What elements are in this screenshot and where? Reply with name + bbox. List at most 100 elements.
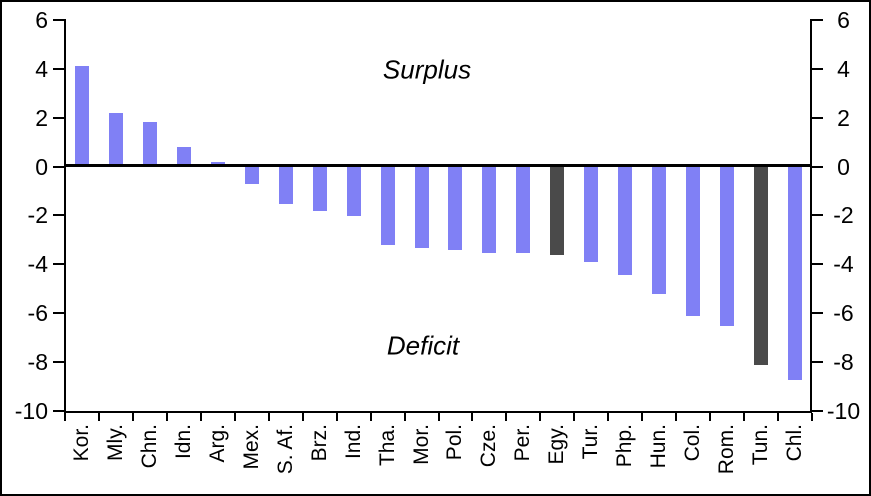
- x-axis-label-saf: S. Af.: [274, 424, 297, 475]
- x-axis-tick: [438, 413, 440, 421]
- x-axis-tick: [166, 413, 168, 421]
- y-axis-tick-right: [812, 312, 823, 314]
- x-axis-label-tur: Tur.: [579, 424, 602, 460]
- x-axis-tick: [471, 413, 473, 421]
- x-axis-label-arg: Arg.: [206, 424, 229, 463]
- y-axis-label-right: -10: [826, 398, 861, 424]
- x-axis-tick: [641, 413, 643, 421]
- bar-mex: [245, 167, 259, 184]
- bar-mor: [415, 167, 429, 248]
- x-axis-tick: [302, 413, 304, 421]
- y-axis-label-left: -2: [27, 202, 48, 228]
- y-axis-tick-right: [812, 68, 823, 70]
- y-axis-label-right: -4: [833, 251, 854, 277]
- y-axis-label-left: -10: [14, 398, 48, 424]
- y-axis-tick-left: [53, 68, 64, 70]
- y-axis-tick-right: [812, 410, 823, 412]
- y-axis-tick-left: [53, 361, 64, 363]
- bar-php: [618, 167, 632, 275]
- x-axis-label-per: Per.: [511, 424, 534, 462]
- bar-idn: [177, 147, 191, 167]
- x-axis-label-chn: Chn.: [138, 424, 161, 469]
- y-axis-tick-right: [812, 166, 823, 168]
- y-axis-label-right: 2: [837, 105, 850, 131]
- y-axis-tick-right: [812, 361, 823, 363]
- bar-ind: [347, 167, 361, 216]
- x-axis-tick: [607, 413, 609, 421]
- bar-pol: [448, 167, 462, 250]
- y-axis-tick-left: [53, 19, 64, 21]
- x-axis-tick: [64, 413, 66, 421]
- x-axis-tick: [505, 413, 507, 421]
- x-axis-label-tun: Tun.: [749, 424, 772, 466]
- x-axis-tick: [98, 413, 100, 421]
- x-axis-tick: [200, 413, 202, 421]
- x-axis-label-cze: Cze.: [477, 424, 500, 468]
- x-axis-label-idn: Idn.: [172, 424, 195, 460]
- y-axis-tick-left: [53, 214, 64, 216]
- x-axis-label-chl: Chl.: [783, 424, 806, 462]
- y-axis-label-left: -4: [27, 251, 48, 277]
- bar-rom: [720, 167, 734, 326]
- y-axis-tick-left: [53, 312, 64, 314]
- y-axis-label-right: 6: [837, 7, 850, 33]
- x-axis-tick: [132, 413, 134, 421]
- bar-chl: [788, 167, 802, 380]
- bar-kor: [75, 66, 89, 166]
- deficit-annotation: Deficit: [386, 330, 460, 361]
- x-axis-label-kor: Kor.: [70, 424, 93, 462]
- y-axis-tick-right: [812, 19, 823, 21]
- left-axis-line: [64, 19, 66, 413]
- y-axis-label-left: 6: [35, 7, 48, 33]
- x-axis-label-php: Php.: [613, 424, 636, 468]
- y-axis-label-left: 2: [35, 105, 48, 131]
- x-axis-label-brz: Brz.: [308, 424, 331, 462]
- y-axis-tick-left: [53, 117, 64, 119]
- bar-hun: [652, 167, 666, 294]
- y-axis-tick-left: [53, 263, 64, 265]
- bar-tha: [381, 167, 395, 245]
- x-axis-tick: [268, 413, 270, 421]
- x-axis-tick: [336, 413, 338, 421]
- y-axis-label-right: -6: [833, 300, 854, 326]
- x-axis-tick: [675, 413, 677, 421]
- bar-tun: [754, 167, 768, 365]
- y-axis-tick-left: [53, 166, 64, 168]
- y-axis-tick-right: [812, 263, 823, 265]
- x-axis-label-mex: Mex.: [240, 424, 263, 470]
- x-axis-tick: [573, 413, 575, 421]
- bar-per: [516, 167, 530, 253]
- right-axis-line: [810, 19, 812, 413]
- bar-chn: [143, 122, 157, 166]
- bar-cze: [482, 167, 496, 253]
- y-axis-label-left: 4: [35, 56, 48, 82]
- bar-egy: [550, 167, 564, 255]
- x-axis-tick: [539, 413, 541, 421]
- x-axis-tick: [777, 413, 779, 421]
- x-axis-label-col: Col.: [681, 424, 704, 462]
- x-axis-label-mly: Mly.: [104, 424, 127, 461]
- x-axis-tick: [709, 413, 711, 421]
- y-axis-label-right: 4: [837, 56, 850, 82]
- bar-tur: [584, 167, 598, 262]
- zero-baseline: [64, 164, 812, 167]
- y-axis-label-right: 0: [837, 154, 850, 180]
- y-axis-label-right: -8: [833, 349, 854, 375]
- bar-mly: [109, 113, 123, 167]
- x-axis-tick: [234, 413, 236, 421]
- x-axis-tick: [811, 413, 813, 421]
- y-axis-tick-right: [812, 117, 823, 119]
- y-axis-label-right: -2: [833, 202, 854, 228]
- y-axis-label-left: -6: [27, 300, 48, 326]
- bottom-axis-line: [64, 411, 812, 413]
- x-axis-label-rom: Rom.: [715, 424, 738, 475]
- x-axis-tick: [743, 413, 745, 421]
- bar-col: [686, 167, 700, 316]
- x-axis-label-pol: Pol.: [443, 424, 466, 461]
- x-axis-tick: [404, 413, 406, 421]
- y-axis-label-left: 0: [35, 154, 48, 180]
- bar-brz: [313, 167, 327, 211]
- y-axis-label-left: -8: [27, 349, 48, 375]
- x-axis-tick: [370, 413, 372, 421]
